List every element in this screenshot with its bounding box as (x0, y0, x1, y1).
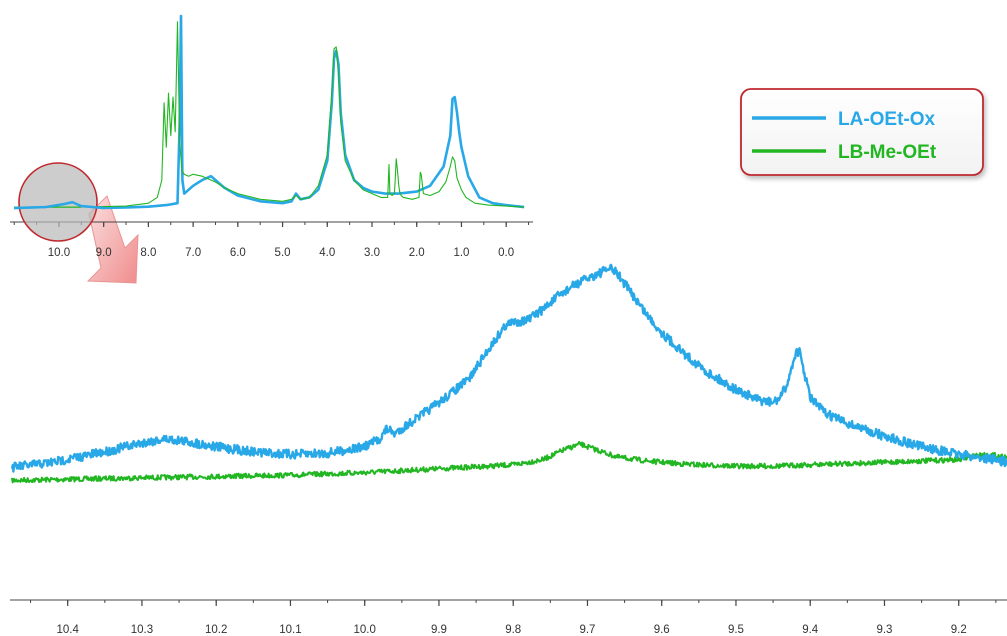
main-tick-label: 9.8 (505, 624, 521, 636)
main-tick-label: 10.1 (279, 624, 301, 636)
inset-tick-label: 4.0 (319, 247, 335, 259)
series-a-line-main (10, 263, 1007, 473)
inset-tick-label: 1.0 (453, 247, 469, 259)
main-tick-label: 10.3 (131, 624, 153, 636)
main-zoom-plot: 10.4 10.3 10.2 10.1 10.0 9.9 9.8 9.7 9.6 9.5 9.4 9.… (10, 263, 1007, 636)
series-a-line-highlight (14, 200, 104, 210)
main-tick-label: 10.4 (56, 624, 79, 636)
inset-tick-label: 3.0 (364, 247, 380, 259)
series-b-line-main (11, 441, 1007, 484)
main-tick-label: 10.2 (205, 624, 227, 636)
series-a-line-inset (14, 14, 525, 210)
inset-tick-label: 9.0 (96, 247, 112, 259)
series-b-line-inset (14, 21, 525, 208)
legend-label-series-b: LB-Me-OEt (838, 142, 937, 163)
inset-tick-label: 8.0 (140, 247, 156, 259)
zoom-arrow-icon (86, 195, 139, 284)
inset-x-axis: 10.0 9.0 8.0 7.0 6.0 5.0 4.0 3.0 2.0 1.0 0.0 (10, 221, 533, 259)
inset-tick-label: 6.0 (230, 247, 246, 259)
zoom-region-circle (18, 162, 98, 242)
main-tick-label: 9.6 (654, 624, 670, 636)
main-tick-label: 9.5 (728, 624, 744, 636)
main-tick-label: 10.0 (354, 624, 376, 636)
zoom-arrow (86, 195, 139, 284)
inset-tick-label: 0.0 (498, 247, 514, 259)
inset-overview-plot: 10.0 9.0 8.0 7.0 6.0 5.0 4.0 3.0 2.0 1.0 0.0 (10, 14, 533, 259)
inset-tick-label: 10.0 (48, 247, 70, 259)
legend (740, 88, 984, 176)
main-tick-label: 9.7 (579, 624, 595, 636)
inset-tick-label: 5.0 (275, 247, 291, 259)
main-x-axis: 10.4 10.3 10.2 10.1 10.0 9.9 9.8 9.7 9.6 9.5 9.4 9.… (10, 599, 1007, 636)
inset-tick-label: 7.0 (185, 247, 201, 259)
main-tick-label: 9.3 (876, 624, 892, 636)
inset-tick-label: 2.0 (409, 247, 425, 259)
main-tick-label: 9.4 (802, 624, 819, 636)
legend-label-series-a: LA-OEt-Ox (838, 109, 936, 130)
main-tick-label: 9.2 (951, 624, 967, 636)
main-tick-label: 9.9 (431, 624, 447, 636)
legend-box (740, 88, 984, 176)
